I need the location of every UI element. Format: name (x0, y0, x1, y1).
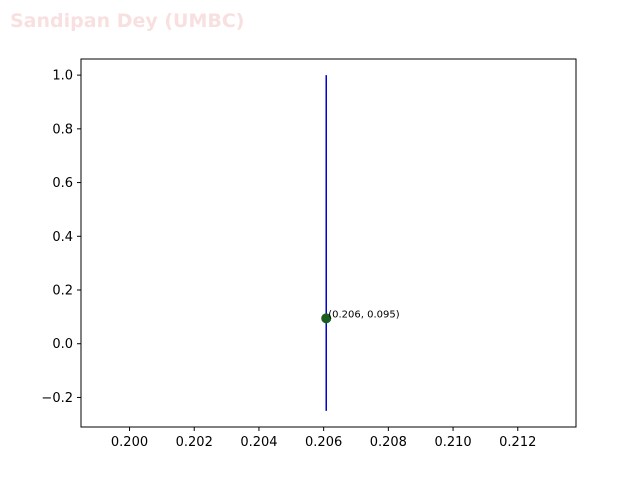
y-tick-label: 0.0 (52, 337, 73, 352)
data-point (321, 313, 332, 324)
x-tick-label: 0.202 (176, 435, 213, 450)
y-tick-label: 0.4 (52, 230, 73, 245)
x-tick-label: 0.200 (111, 435, 148, 450)
y-tick-label: 0.8 (52, 122, 73, 137)
y-tick-label: 0.6 (52, 176, 73, 191)
y-tick-label: 1.0 (52, 69, 73, 84)
x-tick-label: 0.204 (240, 435, 277, 450)
point-annotation: (0.206, 0.095) (328, 309, 400, 320)
x-tick-label: 0.210 (434, 435, 471, 450)
y-tick-label: 0.2 (52, 284, 73, 299)
x-tick-label: 0.212 (499, 435, 536, 450)
x-tick-label: 0.208 (370, 435, 407, 450)
axes-frame (80, 58, 577, 428)
x-tick-label: 0.206 (305, 435, 342, 450)
watermark-text: Sandipan Dey (UMBC) (10, 10, 245, 32)
y-tick-label: −0.2 (41, 391, 73, 406)
